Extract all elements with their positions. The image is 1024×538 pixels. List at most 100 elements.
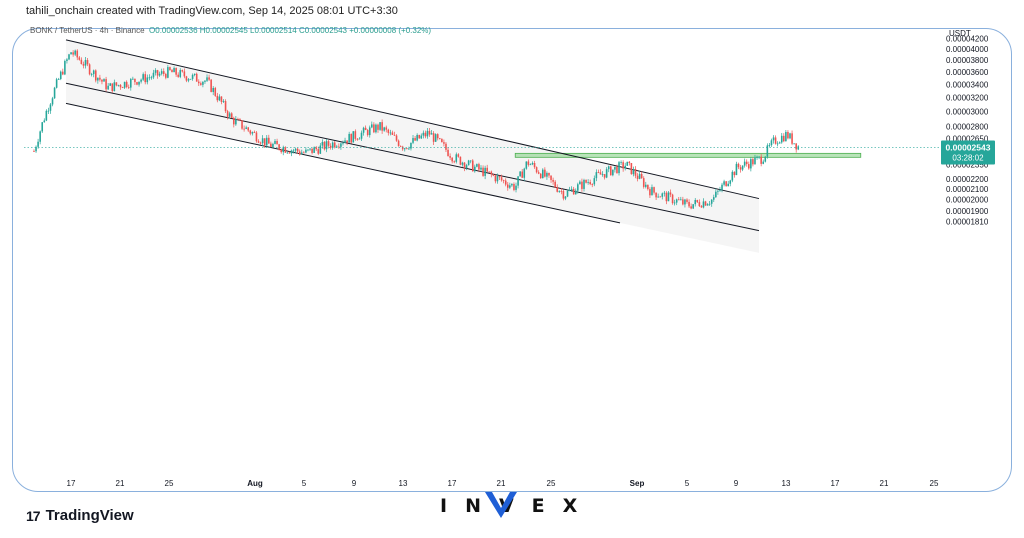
candle-body [550, 175, 552, 180]
candle-body [329, 145, 332, 148]
candle-body [688, 201, 690, 207]
candle-body [667, 192, 670, 202]
candle-body [434, 134, 437, 142]
candle-body [776, 143, 779, 145]
candle-body [515, 185, 517, 190]
candle-body [177, 74, 179, 77]
candle-body [739, 167, 742, 170]
candle-body [76, 50, 79, 58]
candle-body [692, 204, 694, 209]
candle-body [51, 98, 54, 105]
candle-body [778, 142, 781, 144]
candle-body [523, 168, 526, 178]
candle-body [521, 171, 523, 178]
candle-body [403, 148, 406, 150]
y-tick-label: 0.00002200 [946, 175, 989, 184]
candle-body [418, 134, 420, 139]
candle-body [169, 67, 171, 71]
candle-body [185, 76, 188, 81]
candle-body [535, 167, 538, 173]
candle-body [101, 79, 103, 82]
candle-body [490, 171, 493, 175]
candle-body [649, 189, 651, 196]
candle-body [202, 81, 204, 85]
candle-body [628, 161, 631, 163]
candle-body [78, 57, 81, 60]
invex-v-logo-icon [485, 492, 517, 518]
symbol-name: BONK / TetherUS · 4h · Binance [30, 26, 145, 35]
candle-body [125, 81, 128, 87]
candle-body [342, 142, 344, 144]
candle-body [321, 141, 324, 146]
candle-body [721, 184, 723, 190]
y-tick-label: 0.00004000 [946, 45, 989, 54]
candle-body [729, 180, 732, 184]
candle-body [498, 176, 501, 178]
candle-body [57, 78, 60, 80]
candle-body [597, 172, 600, 173]
candle-body [690, 206, 692, 209]
candle-body [539, 173, 542, 179]
candle-body [677, 199, 680, 201]
candle-body [548, 172, 550, 176]
candle-body [579, 181, 581, 185]
candle-body [492, 174, 495, 176]
candle-body [107, 85, 109, 90]
current-price-tag [941, 140, 995, 165]
ohlc-values: O0.00002536 H0.00002545 L0.00002514 C0.0… [149, 26, 432, 35]
candle-body [381, 122, 383, 131]
candle-body [395, 135, 398, 141]
candle-body [251, 132, 254, 134]
x-tick-label: 13 [782, 479, 791, 488]
y-tick-label: 0.00002000 [946, 196, 989, 205]
candle-body [577, 184, 579, 191]
candle-body [97, 77, 99, 81]
candle-body [564, 196, 567, 199]
candle-body [719, 189, 721, 191]
candle-body [272, 143, 274, 147]
candle-body [136, 82, 138, 85]
candle-body [696, 199, 699, 203]
candle-body [278, 144, 280, 150]
candle-body [659, 196, 662, 198]
candle-body [638, 174, 641, 179]
candle-body [525, 161, 528, 169]
candle-body [566, 190, 569, 197]
candle-body [249, 130, 252, 134]
candle-body [247, 127, 250, 131]
candle-body [261, 138, 264, 144]
candle-body [162, 71, 165, 74]
candle-body [443, 142, 445, 144]
candle-body [587, 182, 589, 183]
candle-body [319, 145, 322, 154]
candle-body [59, 71, 62, 79]
candle-body [640, 174, 643, 179]
candle-body [206, 77, 208, 81]
candle-body [439, 138, 441, 140]
candle-body [552, 179, 554, 182]
candle-body [317, 149, 320, 154]
x-tick-label: Sep [630, 479, 645, 488]
candle-body [393, 134, 396, 136]
candle-body [754, 157, 756, 165]
candle-body [504, 180, 507, 185]
candle-body [616, 166, 618, 174]
candle-body [469, 160, 472, 162]
candle-body [607, 166, 610, 170]
candle-body [371, 124, 373, 128]
candle-body [457, 154, 460, 157]
candle-body [447, 149, 449, 157]
candle-body [589, 182, 591, 185]
candle-body [389, 132, 392, 134]
candle-body [167, 67, 169, 78]
tradingview-brand: 17 TradingView [26, 507, 134, 524]
candle-body [770, 140, 773, 146]
candle-body [519, 171, 521, 177]
candle-body [476, 164, 478, 167]
candle-body [123, 81, 126, 88]
candle-body [445, 143, 447, 150]
candle-body [344, 140, 346, 143]
candle-body [513, 184, 515, 190]
candle-body [745, 161, 748, 165]
